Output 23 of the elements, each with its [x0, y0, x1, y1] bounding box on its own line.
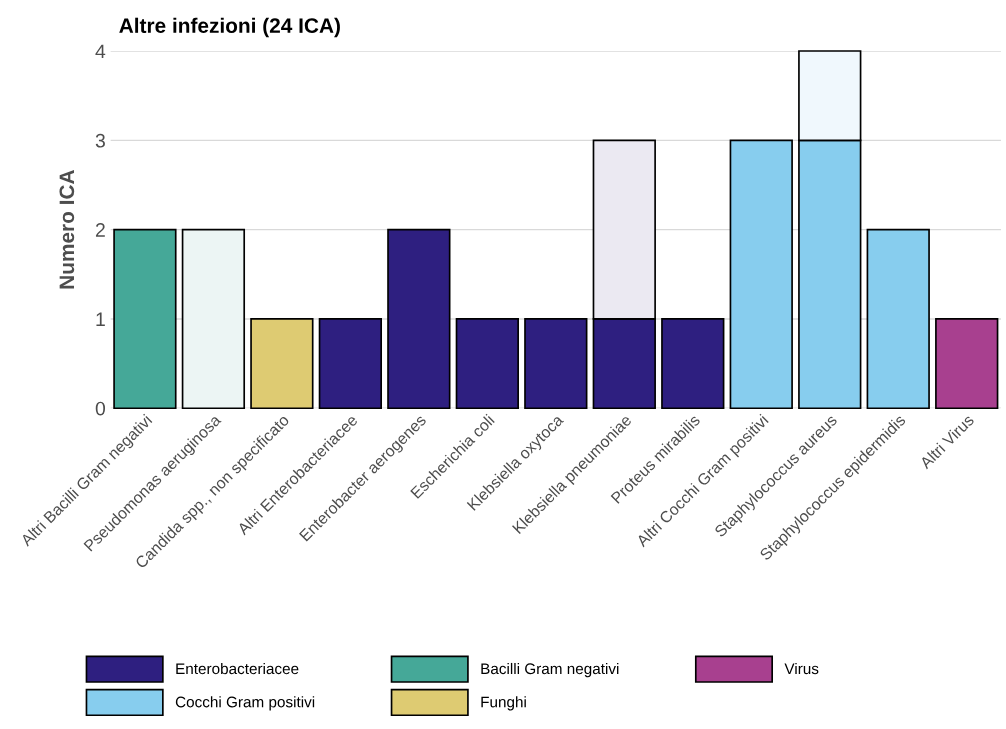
y-tick-label: 2: [95, 223, 105, 237]
y-tick-label: 4: [95, 44, 106, 59]
bar: [250, 318, 314, 410]
bar: [455, 318, 519, 410]
legend-label: Funghi: [481, 696, 526, 711]
bar: [729, 139, 793, 410]
y-axis-title: Numero ICA: [59, 169, 75, 289]
bar: [181, 228, 246, 410]
bar: [866, 228, 930, 410]
y-tick-label: 3: [95, 133, 105, 148]
y-tick-label: 0: [95, 401, 106, 416]
bar: [387, 228, 451, 410]
bar: [524, 318, 588, 410]
legend-label: Cocchi Gram positivi: [175, 696, 315, 711]
chart-title: Altre infezioni (24 ICA): [119, 17, 340, 38]
legend-label: Virus: [784, 662, 819, 675]
bar: [661, 318, 725, 410]
bar: [318, 318, 383, 410]
y-tick-label: 1: [96, 312, 105, 326]
legend-label: Enterobacteriacee: [176, 662, 299, 675]
legend-label: Bacilli Gram negativi: [481, 662, 619, 678]
bar: [935, 318, 999, 410]
bar: [113, 228, 177, 410]
